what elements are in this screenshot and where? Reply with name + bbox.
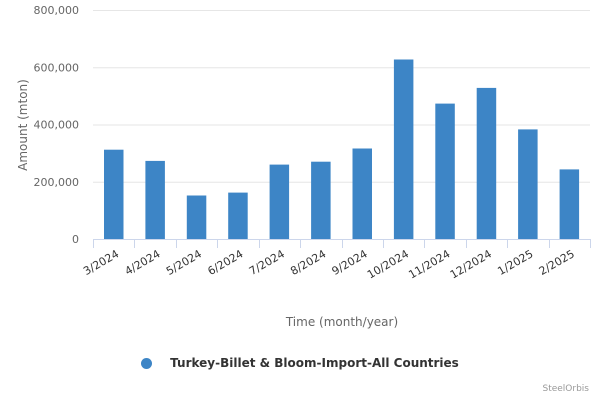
legend-label: Turkey-Billet & Bloom-Import-All Countri… bbox=[170, 356, 459, 370]
bar bbox=[269, 164, 290, 239]
bar bbox=[104, 149, 124, 239]
y-axis-title: Amount (mton) bbox=[16, 79, 30, 171]
y-tick-label: 600,000 bbox=[34, 61, 80, 74]
gridlines bbox=[93, 10, 590, 183]
bar bbox=[518, 129, 538, 239]
x-tick-label: 3/2024 bbox=[81, 247, 121, 278]
credit-label[interactable]: SteelOrbis bbox=[542, 384, 589, 394]
x-tick-label: 9/2024 bbox=[330, 247, 370, 278]
bar bbox=[311, 161, 331, 239]
legend[interactable]: Turkey-Billet & Bloom-Import-All Countri… bbox=[0, 356, 600, 370]
bars bbox=[104, 59, 580, 240]
bar bbox=[435, 103, 455, 239]
bar bbox=[393, 59, 414, 239]
x-axis-title: Time (month/year) bbox=[285, 315, 398, 329]
x-tick-label: 2/2025 bbox=[537, 247, 577, 278]
bar bbox=[145, 160, 165, 239]
bar bbox=[186, 195, 207, 239]
x-tick-label: 12/2024 bbox=[448, 247, 494, 281]
bar bbox=[352, 148, 372, 239]
y-tick-label: 200,000 bbox=[34, 176, 80, 189]
x-tick-label: 8/2024 bbox=[288, 247, 328, 278]
axes: 0 200,000 400,000 600,000 800,000 3/2024 4/202… bbox=[34, 4, 591, 281]
y-tick-label: 800,000 bbox=[34, 4, 80, 17]
x-tick-label: 4/2024 bbox=[123, 247, 163, 278]
x-tick-label: 6/2024 bbox=[205, 247, 245, 278]
x-tick-label: 11/2024 bbox=[406, 247, 452, 281]
bar bbox=[559, 169, 580, 239]
bar bbox=[228, 192, 248, 239]
x-tick-label: 7/2024 bbox=[247, 247, 287, 278]
legend-marker bbox=[141, 357, 153, 369]
bar bbox=[476, 87, 497, 240]
y-tick-label: 0 bbox=[72, 233, 79, 246]
y-tick-label: 400,000 bbox=[34, 119, 80, 132]
x-tick-label: 5/2024 bbox=[164, 247, 204, 278]
x-tick-label: 10/2024 bbox=[365, 247, 411, 281]
x-tick-label: 1/2025 bbox=[495, 247, 535, 278]
